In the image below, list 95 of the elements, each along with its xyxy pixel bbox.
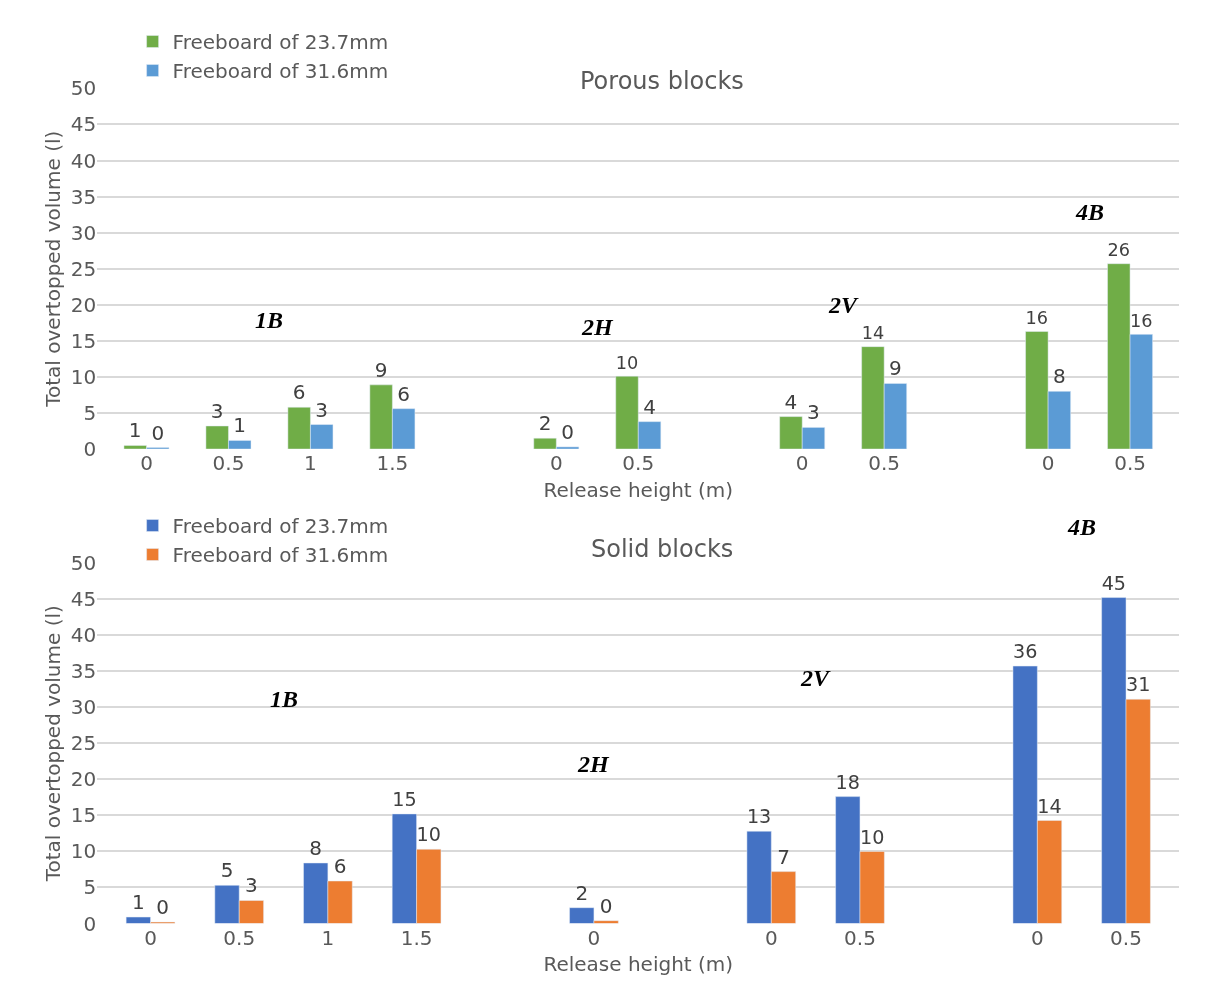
annotation: 2H <box>581 314 614 340</box>
data-label: 16 <box>1130 310 1153 331</box>
y-tick-label: 5 <box>83 875 97 900</box>
data-label: 18 <box>835 770 860 794</box>
y-tick-label: 45 <box>70 586 97 611</box>
data-label: 8 <box>1053 364 1066 389</box>
data-label: 0 <box>561 419 574 444</box>
text: 4B <box>1067 514 1097 540</box>
y-tick-label: 30 <box>70 220 97 245</box>
x-tick-label: 0.5 <box>868 451 901 476</box>
data-label: 10 <box>615 352 639 373</box>
data-label: 5 <box>220 858 234 883</box>
y-tick-label: 30 <box>70 695 97 720</box>
data-label: 15 <box>392 788 417 812</box>
data-label: 4 <box>643 394 656 419</box>
data-label: 1 <box>233 413 247 438</box>
data-label: 14 <box>1037 794 1062 818</box>
x-tick-label: 0.5 <box>844 925 876 950</box>
y-tick-label: 10 <box>70 364 97 389</box>
data-label: 3 <box>245 873 258 898</box>
x-tick-label: 0 <box>795 451 809 476</box>
data-label: 9 <box>374 357 388 382</box>
data-label: 1 <box>131 890 145 915</box>
x-tick-label: 0 <box>549 451 563 476</box>
legend-label: Freeboard of 23.7mm <box>172 30 389 55</box>
y-axis-title: Total overtopped volume (l) <box>41 605 66 883</box>
data-label: 45 <box>1101 571 1127 595</box>
y-tick-label: 25 <box>70 731 97 756</box>
x-tick-label: 0.5 <box>1110 925 1142 950</box>
x-axis-title: Release height (m) <box>543 952 734 977</box>
data-label: 3 <box>807 400 820 425</box>
data-label: 3 <box>315 397 329 422</box>
data-label: 10 <box>416 823 441 847</box>
legend-label: Freeboard of 23.7mm <box>172 514 389 539</box>
data-label: 9 <box>889 356 902 381</box>
annotation: 1B <box>270 686 299 712</box>
legend-label: Freeboard of 31.6mm <box>172 59 389 84</box>
y-axis-title: Total overtopped volume (l) <box>41 130 66 408</box>
y-tick-label: 35 <box>70 184 97 209</box>
y-tick-label: 15 <box>70 328 97 353</box>
x-tick-label: 0 <box>1041 451 1055 476</box>
y-tick-label: 20 <box>70 292 97 317</box>
y-tick-label: 50 <box>70 550 97 575</box>
x-tick-label: 1.5 <box>376 451 409 476</box>
y-tick-label: 10 <box>70 839 97 864</box>
chart-title: Porous blocks <box>580 67 744 95</box>
data-label: 13 <box>746 805 772 829</box>
data-label: 10 <box>859 825 885 849</box>
legend-label: Freeboard of 31.6mm <box>172 543 389 568</box>
x-tick-label: 0.5 <box>622 451 655 476</box>
data-label: 6 <box>333 854 347 878</box>
data-label: 8 <box>309 835 323 860</box>
data-label: 3 <box>210 398 224 423</box>
data-label: 14 <box>861 323 885 344</box>
y-tick-label: 15 <box>70 803 97 828</box>
x-tick-label: 0 <box>144 925 157 950</box>
y-tick-label: 50 <box>70 76 97 101</box>
annotation: 2H <box>577 751 610 777</box>
annotation: 2V <box>828 292 859 318</box>
y-tick-label: 35 <box>70 659 97 684</box>
y-tick-label: 25 <box>70 256 97 281</box>
x-tick-label: 0 <box>140 451 153 476</box>
data-label: 26 <box>1107 240 1131 261</box>
y-tick-label: 20 <box>70 767 97 792</box>
x-tick-label: 0 <box>1030 925 1044 950</box>
data-label: 1 <box>128 418 142 443</box>
data-label: 4 <box>784 389 798 414</box>
data-label: 6 <box>397 381 411 406</box>
x-tick-label: 0 <box>764 925 778 950</box>
chart-title: Solid blocks <box>591 535 734 563</box>
x-tick-label: 1 <box>304 451 317 476</box>
annotation: 2V <box>800 665 831 691</box>
data-label: 0 <box>151 420 165 445</box>
data-label: 31 <box>1126 673 1151 697</box>
data-label: 36 <box>1012 640 1038 664</box>
y-tick-label: 45 <box>70 112 97 137</box>
annotation: 1B <box>255 307 284 333</box>
x-tick-label: 1.5 <box>400 925 433 950</box>
x-tick-label: 0 <box>587 925 601 950</box>
data-label: 0 <box>599 893 613 918</box>
x-tick-label: 0.5 <box>223 925 256 950</box>
x-tick-label: 1 <box>321 925 335 950</box>
data-label: 7 <box>777 844 790 869</box>
x-tick-label: 0.5 <box>212 451 245 476</box>
data-label: 2 <box>538 411 552 436</box>
data-label: 0 <box>156 895 170 920</box>
x-tick-label: 0.5 <box>1114 451 1146 476</box>
y-tick-label: 40 <box>70 148 97 173</box>
data-label: 6 <box>292 380 306 405</box>
data-label: 16 <box>1025 308 1049 329</box>
data-label: 2 <box>575 880 589 905</box>
y-tick-label: 40 <box>70 623 97 648</box>
x-axis-title: Release height (m) <box>543 477 734 502</box>
annotation: 4B <box>1075 199 1105 225</box>
y-tick-label: 5 <box>83 400 97 425</box>
